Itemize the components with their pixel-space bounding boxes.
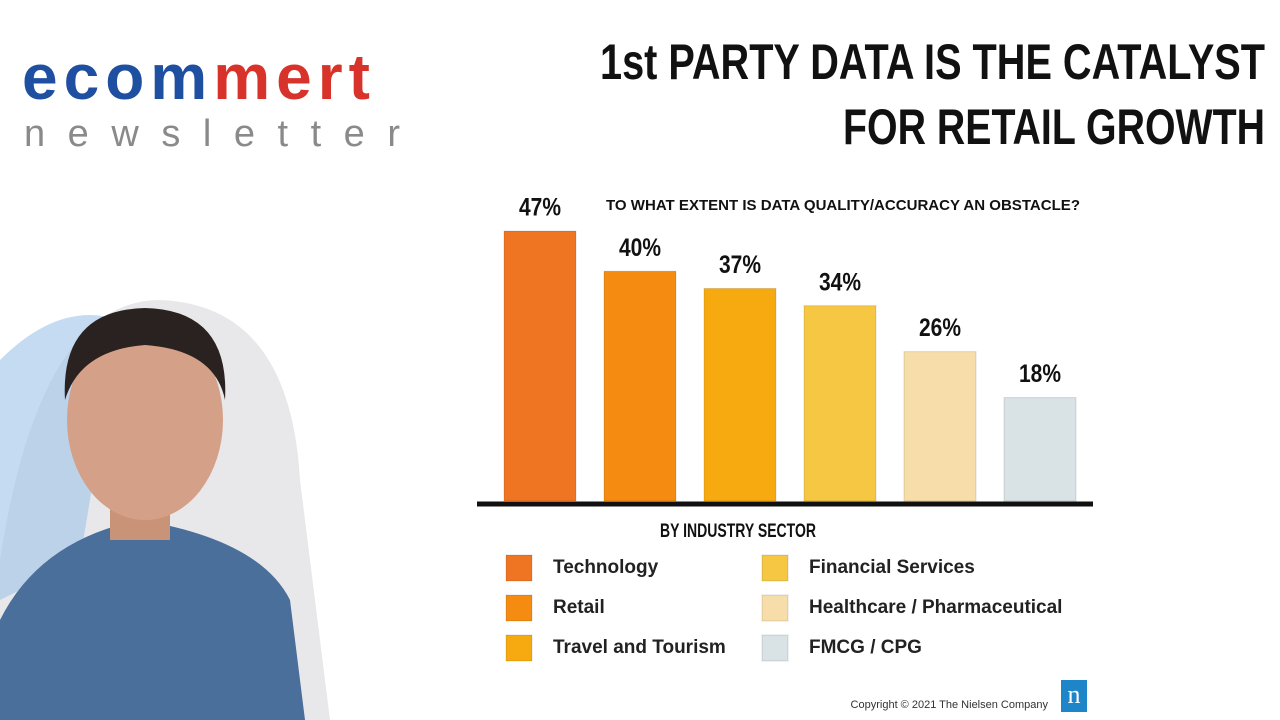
legend-label: Travel and Tourism bbox=[553, 637, 726, 658]
data-label: 37% bbox=[719, 251, 761, 279]
legend-label: Retail bbox=[553, 597, 605, 618]
bar bbox=[703, 287, 777, 502]
data-label: 34% bbox=[819, 268, 861, 296]
legend-swatch bbox=[761, 594, 789, 622]
hair bbox=[64, 308, 226, 400]
bar bbox=[803, 305, 877, 502]
shirt bbox=[0, 520, 305, 720]
data-label: 26% bbox=[919, 314, 961, 342]
legend-swatch bbox=[761, 634, 789, 662]
x-axis-label: BY INDUSTRY SECTOR bbox=[660, 521, 816, 542]
legend-label: Financial Services bbox=[809, 557, 975, 578]
headline: 1st PARTY DATA IS THE CATALYST bbox=[600, 34, 1265, 90]
data-label: 47% bbox=[519, 194, 561, 222]
bar bbox=[603, 270, 677, 502]
logo-text: ecommert bbox=[22, 41, 376, 113]
chart-title: TO WHAT EXTENT IS DATA QUALITY/ACCURACY … bbox=[606, 197, 1080, 214]
legend-swatch bbox=[505, 634, 533, 662]
logo-subtitle: newsletter bbox=[24, 113, 400, 155]
copyright: Copyright © 2021 The Nielsen Company bbox=[851, 699, 1049, 711]
bar bbox=[503, 230, 577, 502]
bar bbox=[1003, 397, 1077, 502]
data-label: 40% bbox=[619, 234, 661, 262]
face bbox=[67, 320, 223, 520]
bar bbox=[903, 351, 977, 502]
portrait bbox=[0, 300, 330, 720]
logo-part: ecom bbox=[22, 41, 213, 113]
legend-swatch bbox=[505, 554, 533, 582]
brand-letter: n bbox=[1068, 680, 1081, 709]
legend-label: FMCG / CPG bbox=[809, 637, 922, 658]
brand-logo bbox=[1061, 680, 1087, 712]
legend-swatch bbox=[505, 594, 533, 622]
headline: FOR RETAIL GROWTH bbox=[843, 99, 1265, 155]
logo-part: mert bbox=[213, 41, 376, 113]
legend-label: Technology bbox=[553, 557, 659, 578]
legend-swatch bbox=[761, 554, 789, 582]
legend-label: Healthcare / Pharmaceutical bbox=[809, 597, 1062, 618]
data-label: 18% bbox=[1019, 360, 1061, 388]
